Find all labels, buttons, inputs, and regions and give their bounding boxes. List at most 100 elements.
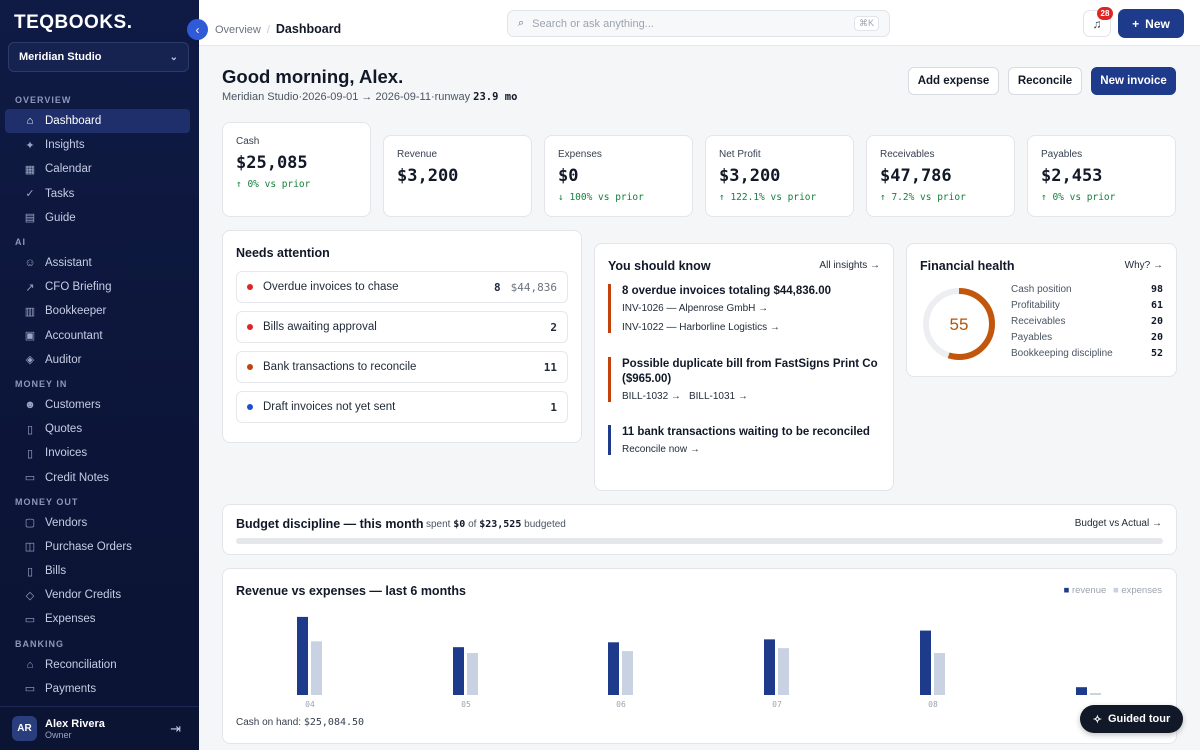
kpi-card-expenses[interactable]: Expenses $0 ↓ 100% vs prior bbox=[544, 135, 693, 217]
sidebar-item-purchase-orders[interactable]: ◫ Purchase Orders bbox=[5, 535, 190, 559]
kpi-card-cash[interactable]: Cash $25,085 ↑ 0% vs prior bbox=[222, 122, 371, 217]
sidebar-item-vendors[interactable]: ▢ Vendors bbox=[5, 511, 190, 535]
sidebar-item-label: Calendar bbox=[45, 163, 92, 176]
sidebar-item-cfo-briefing[interactable]: ↗ CFO Briefing bbox=[5, 275, 190, 299]
kpi-card-receivables[interactable]: Receivables $47,786 ↑ 7.2% vs prior bbox=[866, 135, 1015, 217]
status-dot bbox=[247, 284, 253, 290]
sidebar-item-label: Reconciliation bbox=[45, 658, 117, 671]
sidebar-item-accountant[interactable]: ▣ Accountant bbox=[5, 324, 190, 348]
users-icon: ☻ bbox=[24, 398, 36, 411]
financial-health-title: Financial health bbox=[920, 259, 1015, 273]
org-name: Meridian Studio bbox=[19, 51, 102, 63]
add-expense-button[interactable]: Add expense bbox=[908, 67, 999, 95]
kpi-card-net-profit[interactable]: Net Profit $3,200 ↑ 122.1% vs prior bbox=[705, 135, 854, 217]
sidebar-item-label: Credit Notes bbox=[45, 471, 109, 484]
kpi-label: Payables bbox=[1041, 149, 1083, 160]
kpi-value: $3,200 bbox=[719, 166, 781, 186]
cash-on-hand: Cash on hand: $25,084.50 bbox=[236, 717, 365, 728]
bar-expenses-current[interactable] bbox=[1090, 693, 1101, 695]
sidebar-item-quotes[interactable]: ▯ Quotes bbox=[5, 417, 190, 441]
insight-link[interactable]: BILL-1031 → bbox=[688, 391, 748, 402]
sidebar-item-assistant[interactable]: ☺ Assistant bbox=[5, 251, 190, 275]
guided-tour-button[interactable]: ✧ Guided tour bbox=[1080, 705, 1183, 733]
shield-icon: ◈ bbox=[25, 354, 35, 367]
sidebar-item-payments[interactable]: ▭ Payments bbox=[5, 677, 190, 701]
attention-label: Bills awaiting approval bbox=[263, 321, 377, 333]
logout-icon[interactable]: ⇥ bbox=[170, 721, 181, 736]
needs-attention-title: Needs attention bbox=[236, 246, 330, 260]
sidebar-item-credit-notes[interactable]: ▭ Credit Notes bbox=[5, 465, 190, 489]
bar-expenses-04[interactable] bbox=[311, 641, 322, 695]
insight-title: 11 bank transactions waiting to be recon… bbox=[622, 426, 870, 438]
sidebar-item-calendar[interactable]: ▦ Calendar bbox=[5, 157, 190, 181]
sidebar-item-vendor-credits[interactable]: ◇ Vendor Credits bbox=[5, 583, 190, 607]
greeting-heading: Good morning, Alex. bbox=[222, 66, 404, 87]
bell-icon: ♫ bbox=[1092, 16, 1102, 31]
sidebar-item-expenses[interactable]: ▭ Expenses bbox=[5, 607, 190, 631]
bar-revenue-04[interactable] bbox=[297, 616, 308, 695]
bar-revenue-current[interactable] bbox=[1076, 687, 1087, 695]
sidebar-item-guide[interactable]: ▤ Guide bbox=[5, 206, 190, 230]
search-placeholder: Search or ask anything... bbox=[532, 17, 654, 30]
sidebar-item-label: Tasks bbox=[45, 187, 75, 200]
kpi-card-payables[interactable]: Payables $2,453 ↑ 0% vs prior bbox=[1027, 135, 1176, 217]
revenue-expenses-chart-card: Revenue vs expenses — last 6 months ■ re… bbox=[222, 568, 1177, 744]
app-logo[interactable]: TEQBOOKS. bbox=[14, 12, 133, 33]
sidebar-item-insights[interactable]: ✦ Insights bbox=[5, 133, 190, 157]
sidebar-item-label: Dashboard bbox=[45, 115, 102, 128]
budget-card: Budget discipline — this month spent $0 … bbox=[222, 504, 1177, 555]
all-insights-link[interactable]: All insights → bbox=[819, 260, 880, 271]
bar-expenses-05[interactable] bbox=[467, 653, 478, 695]
why-link[interactable]: Why? → bbox=[1124, 260, 1163, 271]
breadcrumb-overview[interactable]: Overview bbox=[215, 24, 261, 36]
sidebar-item-invoices[interactable]: ▯ Invoices bbox=[5, 441, 190, 465]
plus-icon: + bbox=[1132, 16, 1140, 31]
bar-expenses-06[interactable] bbox=[622, 651, 633, 695]
attention-row[interactable]: Bills awaiting approval 2 bbox=[236, 311, 568, 343]
user-profile[interactable]: AR Alex Rivera Owner ⇥ bbox=[0, 706, 199, 750]
kpi-card-revenue[interactable]: Revenue $3,200 bbox=[383, 135, 532, 217]
collapse-sidebar-button[interactable]: ‹ bbox=[187, 19, 208, 40]
needs-attention-card: Needs attention Overdue invoices to chas… bbox=[222, 230, 582, 443]
attention-row[interactable]: Overdue invoices to chase 8 $44,836 bbox=[236, 271, 568, 303]
health-metric-row: Cash position 98 bbox=[1011, 282, 1163, 298]
insights-card: You should know All insights → 8 overdue… bbox=[594, 243, 894, 491]
insight-item: 8 overdue invoices totaling $44,836.00 IN… bbox=[608, 284, 878, 333]
sidebar-item-dashboard[interactable]: ⌂ Dashboard bbox=[5, 109, 190, 134]
sidebar-item-reconciliation[interactable]: ⌂ Reconciliation bbox=[5, 653, 190, 677]
search-input[interactable]: ⌕ Search or ask anything... ⌘K bbox=[507, 10, 890, 37]
bar-revenue-06[interactable] bbox=[608, 642, 619, 695]
sidebar-nav: OVERVIEW ⌂ Dashboard ✦ Insights ▦ Calendar ✓ Tas… bbox=[0, 88, 199, 701]
tag-icon: ◇ bbox=[25, 589, 35, 602]
org-switcher[interactable]: Meridian Studio ⌄ bbox=[8, 42, 189, 72]
health-breakdown: Cash position 98 Profitability 61 Receivable… bbox=[1011, 282, 1163, 362]
kpi-value: $3,200 bbox=[397, 166, 459, 186]
insight-link[interactable]: INV-1022 — Harborline Logistics → bbox=[622, 322, 780, 333]
bar-revenue-07[interactable] bbox=[764, 639, 775, 695]
bar-expenses-08[interactable] bbox=[934, 653, 945, 695]
user-role: Owner bbox=[45, 729, 72, 740]
bar-expenses-07[interactable] bbox=[778, 648, 789, 695]
attention-row[interactable]: Bank transactions to reconcile 11 bbox=[236, 351, 568, 383]
sidebar-item-bookkeeper[interactable]: ▥ Bookkeeper bbox=[5, 299, 190, 323]
receipt-icon: ▭ bbox=[24, 472, 36, 485]
sidebar-item-customers[interactable]: ☻ Customers bbox=[5, 393, 190, 417]
bar-revenue-08[interactable] bbox=[920, 630, 931, 695]
insight-link[interactable]: Reconcile now → bbox=[622, 444, 700, 455]
budget-progress-track bbox=[236, 538, 1163, 544]
sidebar-item-auditor[interactable]: ◈ Auditor bbox=[5, 348, 190, 372]
insight-link[interactable]: BILL-1032 → bbox=[622, 391, 681, 402]
new-button[interactable]: + New bbox=[1118, 9, 1184, 38]
attention-row[interactable]: Draft invoices not yet sent 1 bbox=[236, 391, 568, 423]
kpi-label: Revenue bbox=[397, 149, 438, 160]
sidebar-item-label: Vendor Credits bbox=[45, 589, 122, 602]
bar-revenue-05[interactable] bbox=[453, 647, 464, 695]
reconcile-button[interactable]: Reconcile bbox=[1008, 67, 1082, 95]
sidebar-item-bills[interactable]: ▯ Bills bbox=[5, 559, 190, 583]
budget-vs-actual-link[interactable]: Budget vs Actual → bbox=[1074, 518, 1162, 529]
sidebar-item-tasks[interactable]: ✓ Tasks bbox=[5, 182, 190, 206]
new-invoice-button[interactable]: New invoice bbox=[1091, 67, 1176, 95]
insight-link[interactable]: INV-1026 — Alpenrose GmbH → bbox=[622, 303, 769, 314]
sidebar-item-label: Expenses bbox=[45, 613, 96, 626]
sidebar-item-label: Accountant bbox=[45, 329, 103, 342]
